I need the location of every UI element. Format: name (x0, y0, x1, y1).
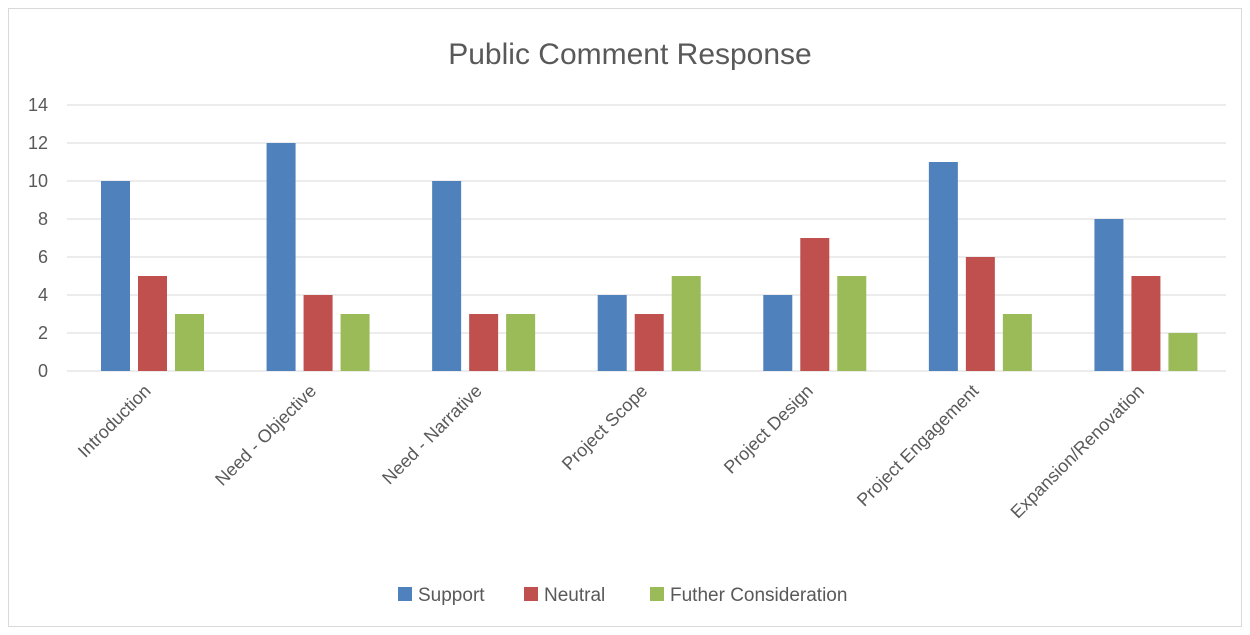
y-tick-label: 10 (28, 171, 48, 191)
legend-label: Neutral (544, 585, 605, 606)
legend-label: Support (418, 585, 485, 606)
y-tick-label: 12 (28, 133, 48, 153)
bar-support-6 (1094, 219, 1124, 371)
y-tick-label: 0 (38, 361, 48, 381)
bar-support-4 (763, 295, 793, 371)
y-tick-label: 6 (38, 247, 48, 267)
x-tick-label: Need - Narrative (378, 381, 486, 489)
bar-neutral-2 (469, 314, 499, 371)
legend-swatch (650, 587, 664, 601)
x-tick-label: Expansion/Renovation (1007, 381, 1149, 523)
bar-futher-consideration-0 (175, 314, 204, 371)
bar-support-3 (597, 295, 627, 371)
y-tick-label: 4 (38, 285, 48, 305)
x-tick-label: Project Scope (558, 381, 651, 474)
x-tick-label: Need - Objective (211, 381, 320, 490)
bar-support-1 (266, 143, 296, 371)
bars (101, 143, 1198, 371)
bar-futher-consideration-4 (837, 276, 867, 371)
bar-support-2 (432, 181, 462, 371)
legend-swatch (524, 587, 538, 601)
bar-support-5 (928, 162, 958, 371)
bar-futher-consideration-6 (1168, 333, 1198, 371)
bar-neutral-3 (634, 314, 664, 371)
x-tick-label: Introduction (74, 381, 155, 462)
chart-title: Public Comment Response (448, 38, 812, 71)
bar-neutral-1 (303, 295, 333, 371)
bar-futher-consideration-1 (340, 314, 370, 371)
bar-support-0 (101, 181, 130, 371)
x-tick-label: Project Engagement (853, 381, 982, 510)
y-tick-label: 14 (28, 95, 48, 115)
gridlines (67, 104, 1226, 372)
bar-neutral-0 (138, 276, 167, 371)
y-axis: 0 2 4 6 8 10 12 14 (28, 95, 48, 381)
legend: Support Neutral Futher Consideration (398, 585, 847, 606)
bar-futher-consideration-3 (671, 276, 701, 371)
x-axis: Introduction Need - Objective Need - Narra… (74, 381, 1148, 523)
x-tick-label: Project Design (720, 381, 817, 478)
y-tick-label: 2 (38, 323, 48, 343)
bar-futher-consideration-5 (1002, 314, 1032, 371)
bar-futher-consideration-2 (506, 314, 536, 371)
legend-swatch (398, 587, 412, 601)
legend-label: Futher Consideration (670, 585, 847, 606)
bar-neutral-4 (800, 238, 830, 371)
y-tick-label: 8 (38, 209, 48, 229)
bar-neutral-6 (1131, 276, 1161, 371)
bar-neutral-5 (965, 257, 995, 371)
